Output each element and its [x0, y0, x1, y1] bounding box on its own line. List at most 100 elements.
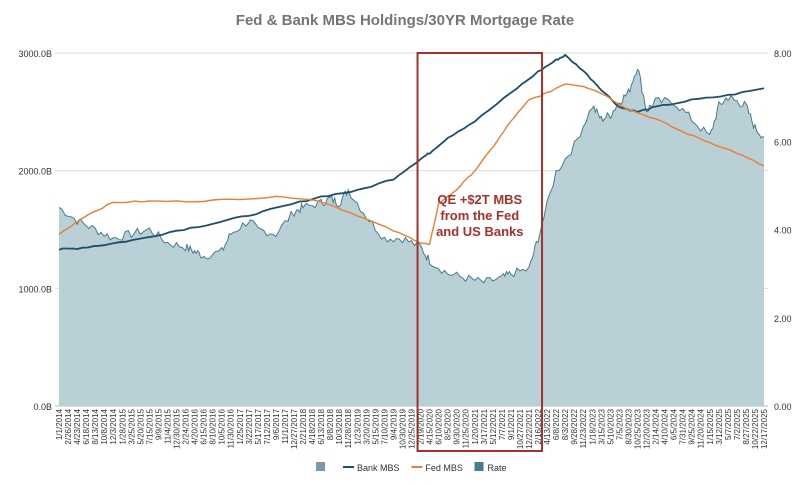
- x-tick-label: 10/3/2018: [335, 408, 344, 444]
- x-tick-label: 6/13/2018: [317, 408, 326, 444]
- x-tick-label: 2/21/2018: [299, 408, 308, 444]
- x-tick-label: 3/22/2017: [245, 408, 254, 444]
- x-tick-label: 9/30/2020: [453, 408, 462, 444]
- x-tick-label: 3/12/2025: [715, 408, 724, 444]
- annotation-box: [416, 52, 544, 452]
- rate-area-edge: [58, 68, 765, 284]
- x-tick-label: 10/30/2019: [399, 408, 408, 449]
- annotation-text: from the Fed: [440, 208, 519, 223]
- x-tick-label: 12/30/2015: [173, 408, 182, 449]
- legend-label: Rate: [488, 463, 507, 473]
- legend-swatch: [316, 462, 325, 471]
- chart-title: Fed & Bank MBS Holdings/30YR Mortgage Ra…: [236, 12, 574, 29]
- x-tick-label: 9/25/2024: [688, 408, 697, 444]
- x-tick-label: 4/23/2014: [73, 408, 82, 444]
- annotation-text: QE +$2T MBS: [437, 192, 522, 207]
- x-tick-label: 2/26/2014: [64, 408, 73, 444]
- x-tick-label: 7/12/2017: [263, 408, 272, 444]
- x-tick-label: 10/25/2023: [634, 408, 643, 449]
- x-tick-label: 10/22/2025: [751, 408, 760, 449]
- x-tick-label: 12/20/2023: [643, 408, 652, 449]
- x-tick-label: 2/14/2024: [652, 408, 661, 444]
- x-tick-label: 8/8/2018: [326, 408, 335, 440]
- x-tick-label: 1/23/2019: [353, 408, 362, 444]
- y-right-tick-label: 2.00: [774, 314, 792, 324]
- x-tick-label: 5/7/2025: [724, 408, 733, 440]
- x-tick-label: 8/10/2016: [209, 408, 218, 444]
- x-tick-label: 7/7/2021: [498, 408, 507, 440]
- x-tick-label: 4/15/2020: [426, 408, 435, 444]
- x-tick-label: 9/9/2015: [154, 408, 163, 440]
- x-tick-label: 4/20/2016: [191, 408, 200, 444]
- x-axis: 1/1/2014 2/26/2014 4/23/2014 6/18/2014 8/13/…: [55, 408, 769, 449]
- x-tick-label: 7/10/2019: [380, 408, 389, 444]
- x-tick-label: 11/20/2024: [697, 408, 706, 448]
- y-axis-right: 0.00 2.00 4.00 6.00 8.00: [774, 49, 792, 412]
- x-tick-label: 11/30/2016: [227, 408, 236, 448]
- x-tick-label: 6/5/2024: [670, 408, 679, 440]
- rate-area-layer: [58, 68, 765, 406]
- annotation-text: and US Banks: [436, 224, 523, 239]
- x-tick-label: 3/17/2021: [480, 408, 489, 444]
- x-tick-label: 12/27/2017: [290, 408, 299, 449]
- y-left-tick-label: 2000.0B: [18, 167, 52, 177]
- x-tick-label: 1/28/2015: [118, 408, 127, 444]
- x-tick-label: 11/25/2020: [462, 408, 471, 448]
- x-tick-label: 12/25/2019: [408, 408, 417, 449]
- x-tick-label: 1/25/2017: [236, 408, 245, 444]
- legend: Bank MBS Fed MBS Rate: [316, 462, 507, 473]
- x-tick-label: 9/1/2021: [507, 408, 516, 440]
- x-tick-label: 8/27/2025: [742, 408, 751, 444]
- x-tick-label: 4/13/2022: [543, 408, 552, 444]
- x-tick-label: 7/31/2024: [679, 408, 688, 444]
- legend-label: Bank MBS: [357, 463, 400, 473]
- y-right-tick-label: 6.00: [774, 137, 792, 147]
- x-tick-label: 12/3/2014: [109, 408, 118, 444]
- x-tick-label: 1/18/2023: [588, 408, 597, 444]
- x-tick-label: 11/1/2017: [281, 408, 290, 444]
- x-tick-label: 2/24/2016: [182, 408, 191, 444]
- fed-mbs-line: [58, 83, 765, 246]
- x-tick-label: 3/15/2023: [597, 408, 606, 444]
- x-tick-label: 3/20/2019: [362, 408, 371, 444]
- x-tick-label: 11/28/2018: [344, 408, 353, 448]
- y-left-tick-label: 3000.0B: [18, 49, 52, 59]
- x-tick-label: 7/5/2023: [615, 408, 624, 440]
- x-tick-label: 1/1/2014: [55, 408, 64, 440]
- legend-label: Fed MBS: [425, 463, 463, 473]
- x-tick-label: 6/10/2020: [435, 408, 444, 444]
- x-tick-label: 3/25/2015: [127, 408, 136, 444]
- x-tick-label: 12/17/2025: [760, 408, 769, 449]
- x-tick-label: 6/18/2014: [82, 408, 91, 444]
- x-tick-label: 9/28/2022: [570, 408, 579, 444]
- x-tick-label: 10/8/2014: [100, 408, 109, 444]
- mbs-lines-layer: [58, 53, 765, 251]
- legend-area-swatch: [474, 462, 484, 471]
- x-tick-label: 6/8/2022: [552, 408, 561, 440]
- x-tick-label: 5/15/2019: [371, 408, 380, 444]
- x-tick-label: 8/30/2023: [624, 408, 633, 444]
- x-tick-label: 11/4/2015: [164, 408, 173, 444]
- x-tick-label: 8/5/2020: [444, 408, 453, 440]
- x-tick-label: 1/15/2025: [706, 408, 715, 444]
- rate-area: [59, 69, 764, 406]
- x-tick-label: 7/15/2015: [145, 408, 154, 444]
- y-left-tick-label: 1000.0B: [18, 284, 52, 294]
- y-axis-left: 0.0B 1000.0B 2000.0B 3000.0B: [18, 49, 52, 412]
- x-tick-label: 11/23/2022: [579, 408, 588, 448]
- x-tick-label: 9/4/2019: [389, 408, 398, 440]
- x-tick-label: 8/3/2022: [561, 408, 570, 440]
- x-tick-label: 1/20/2021: [471, 408, 480, 444]
- x-tick-label: 8/13/2014: [91, 408, 100, 444]
- y-right-tick-label: 4.00: [774, 226, 792, 236]
- x-tick-label: 10/5/2016: [218, 408, 227, 444]
- x-tick-label: 9/6/2017: [272, 408, 281, 440]
- y-left-tick-label: 0.0B: [33, 402, 52, 412]
- x-tick-label: 5/20/2015: [136, 408, 145, 444]
- x-tick-label: 5/17/2017: [254, 408, 263, 444]
- x-tick-label: 4/10/2024: [661, 408, 670, 444]
- y-right-tick-label: 8.00: [774, 49, 792, 59]
